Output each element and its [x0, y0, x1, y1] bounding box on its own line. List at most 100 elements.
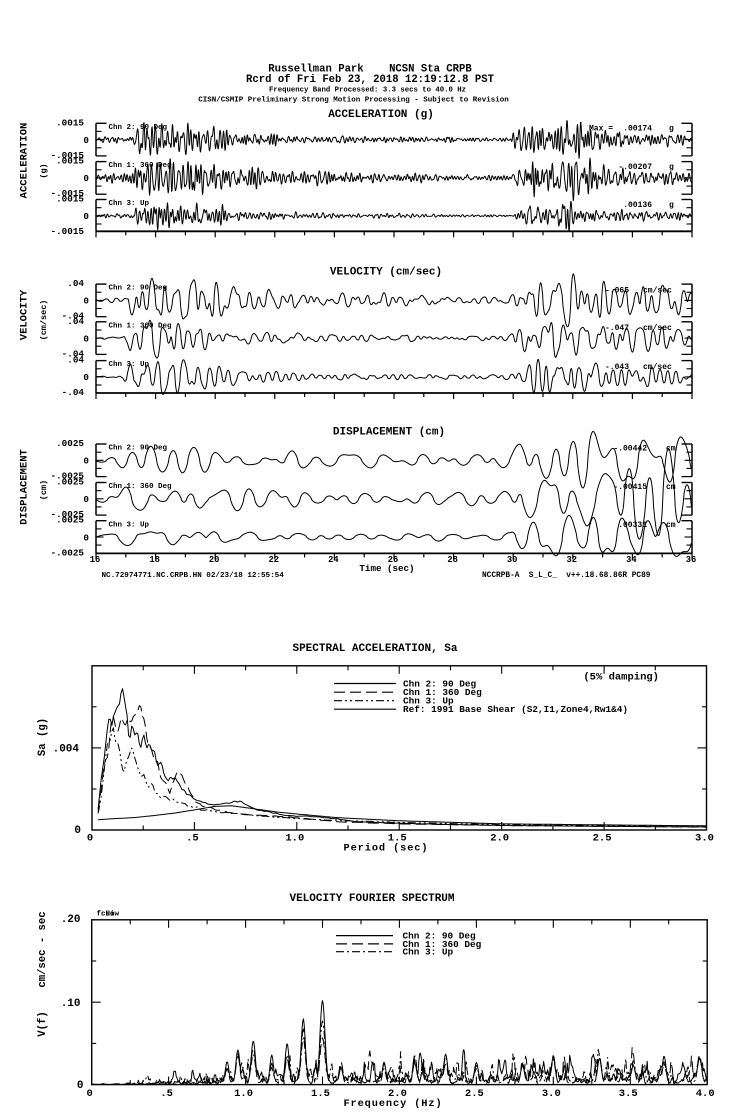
- svg-text:Chn 3: Up: Chn 3: Up: [109, 521, 150, 529]
- svg-text:0: 0: [87, 1088, 93, 1100]
- svg-text:-.0015: -.0015: [51, 226, 85, 237]
- svg-text:2.5: 2.5: [465, 1088, 484, 1100]
- svg-text:-.0025: -.0025: [51, 547, 85, 558]
- svg-text:0: 0: [87, 833, 93, 845]
- svg-text:1.5: 1.5: [388, 833, 407, 845]
- svg-text:Chn 2: 90 Deg: Chn 2: 90 Deg: [403, 931, 477, 942]
- svg-text:.00136: .00136: [623, 201, 652, 210]
- svg-text:-.00415: -.00415: [613, 483, 647, 492]
- svg-text:26: 26: [388, 555, 399, 565]
- svg-text:Max =: Max =: [589, 125, 613, 134]
- svg-text:.0025: .0025: [56, 515, 84, 526]
- svg-text:Chn 1: 360 Deg: Chn 1: 360 Deg: [109, 162, 173, 170]
- svg-text:.0015: .0015: [56, 156, 84, 167]
- svg-text:.5: .5: [160, 1088, 173, 1100]
- svg-text:.0025: .0025: [56, 477, 84, 488]
- svg-text:0: 0: [83, 456, 89, 467]
- svg-text:1.0: 1.0: [234, 1088, 253, 1100]
- svg-text:24: 24: [328, 555, 339, 565]
- svg-text:.04: .04: [67, 355, 84, 366]
- svg-text:V(f): V(f): [37, 1011, 49, 1036]
- svg-text:.0015: .0015: [56, 194, 84, 205]
- svg-text:2.0: 2.0: [490, 833, 509, 845]
- svg-text:0: 0: [83, 211, 89, 222]
- svg-text:Period (sec): Period (sec): [344, 843, 429, 855]
- svg-text:Chn 2: 90 Deg: Chn 2: 90 Deg: [109, 124, 168, 132]
- svg-text:16: 16: [90, 555, 101, 565]
- svg-text:0: 0: [83, 494, 89, 505]
- svg-text:-.065: -.065: [605, 286, 629, 295]
- svg-text:Chn 3: Up: Chn 3: Up: [403, 696, 454, 707]
- svg-text:Frequency Band Processed: 3.3: Frequency Band Processed: 3.3 secs to 40…: [269, 87, 466, 95]
- svg-text:Chn 1: 360 Deg: Chn 1: 360 Deg: [109, 322, 173, 330]
- svg-text:g: g: [669, 163, 674, 172]
- svg-text:g: g: [669, 201, 674, 210]
- svg-text:cm: cm: [666, 521, 676, 530]
- svg-text:3.0: 3.0: [695, 833, 714, 845]
- svg-text:(5% damping): (5% damping): [583, 672, 659, 684]
- svg-text:Time (sec): Time (sec): [359, 563, 414, 574]
- svg-text:1.0: 1.0: [285, 833, 304, 845]
- svg-text:32: 32: [567, 555, 578, 565]
- svg-text:.00331: .00331: [618, 521, 647, 530]
- svg-text:1.5: 1.5: [311, 1088, 330, 1100]
- svg-text:0: 0: [83, 173, 89, 184]
- svg-text:Chn 1: 360 Deg: Chn 1: 360 Deg: [403, 687, 482, 698]
- svg-text:-.0025: -.0025: [51, 509, 85, 520]
- svg-text:Chn 3: Up: Chn 3: Up: [403, 947, 454, 958]
- svg-text:cm: cm: [666, 483, 676, 492]
- svg-text:(cm): (cm): [39, 480, 49, 500]
- svg-text:-.0015: -.0015: [51, 188, 85, 199]
- svg-text:Frequency (Hz): Frequency (Hz): [343, 1098, 442, 1110]
- svg-text:20: 20: [209, 555, 220, 565]
- svg-text:-.00442: -.00442: [613, 444, 647, 453]
- svg-text:cm/sec: cm/sec: [643, 324, 672, 333]
- svg-text:DISPLACEMENT: DISPLACEMENT: [19, 449, 31, 525]
- svg-text:Chn 2: 90 Deg: Chn 2: 90 Deg: [109, 445, 168, 453]
- svg-text:.0015: .0015: [56, 117, 84, 128]
- svg-text:Chn 1: 360 Deg: Chn 1: 360 Deg: [403, 939, 482, 950]
- svg-text:0: 0: [83, 296, 89, 307]
- svg-text:cm/sec - sec: cm/sec - sec: [37, 911, 49, 987]
- svg-text:ACCELERATION: ACCELERATION: [19, 123, 31, 199]
- svg-text:-.047: -.047: [605, 324, 629, 333]
- svg-text:Chn 2: 90 Deg: Chn 2: 90 Deg: [109, 285, 168, 293]
- svg-text:.20: .20: [61, 914, 81, 926]
- svg-text:Chn 3: Up: Chn 3: Up: [109, 200, 150, 208]
- svg-text:Sa (g): Sa (g): [37, 718, 49, 756]
- svg-text:.04: .04: [67, 278, 84, 289]
- svg-text:36: 36: [686, 555, 697, 565]
- svg-text:.004: .004: [53, 744, 80, 756]
- svg-text:.5: .5: [186, 833, 199, 845]
- svg-text:0: 0: [77, 1080, 84, 1092]
- svg-text:-.043: -.043: [605, 363, 629, 372]
- svg-text:(cm/sec): (cm/sec): [39, 300, 49, 341]
- svg-text:(g): (g): [39, 163, 49, 178]
- svg-text:CISN/CSMIP Preliminary Strong: CISN/CSMIP Preliminary Strong Motion Pro…: [198, 97, 509, 105]
- svg-text:Rcrd of Fri Feb 23, 2018 12:19: Rcrd of Fri Feb 23, 2018 12:19:12.8 PST: [246, 74, 495, 86]
- svg-text:.04: .04: [67, 316, 84, 327]
- svg-text:2.5: 2.5: [593, 833, 612, 845]
- svg-text:30: 30: [507, 555, 518, 565]
- svg-text:-.0015: -.0015: [51, 150, 85, 161]
- svg-text:28: 28: [447, 555, 458, 565]
- svg-text:-.00207: -.00207: [618, 163, 652, 172]
- svg-text:.10: .10: [61, 998, 81, 1010]
- svg-text:3.0: 3.0: [542, 1088, 561, 1100]
- svg-text:SPECTRAL ACCELERATION, Sa: SPECTRAL ACCELERATION, Sa: [292, 643, 457, 655]
- svg-text:Chn 2: 90 Deg: Chn 2: 90 Deg: [403, 679, 477, 690]
- svg-text:VELOCITY: VELOCITY: [19, 289, 31, 340]
- svg-text:-.04: -.04: [62, 348, 85, 359]
- svg-text:cm/sec: cm/sec: [643, 286, 672, 295]
- svg-text:2.0: 2.0: [388, 1088, 407, 1100]
- svg-text:0: 0: [83, 333, 89, 344]
- svg-text:0: 0: [83, 372, 89, 383]
- svg-text:-.0025: -.0025: [51, 471, 85, 482]
- svg-text:cm: cm: [666, 444, 676, 453]
- svg-text:fcLow: fcLow: [97, 911, 120, 919]
- svg-text:0: 0: [83, 135, 89, 146]
- svg-text:-.04: -.04: [62, 387, 85, 398]
- svg-text:3.5: 3.5: [619, 1088, 638, 1100]
- svg-text:18: 18: [149, 555, 160, 565]
- svg-text:Russellman Park NCSN Sta CR: Russellman Park NCSN Sta CRPB: [268, 64, 472, 76]
